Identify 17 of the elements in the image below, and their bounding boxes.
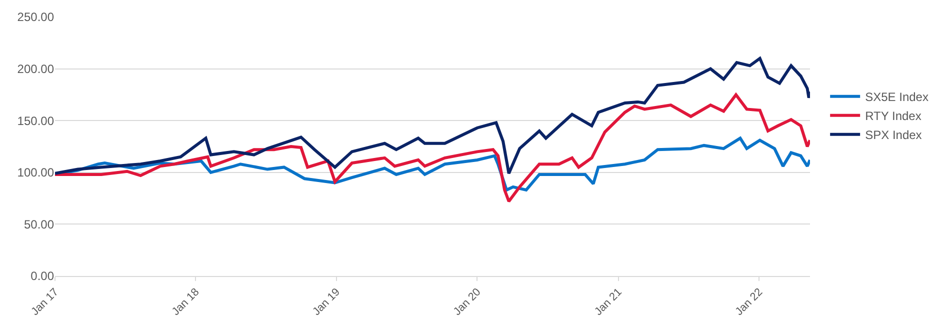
x-tick-label: Jan 20 <box>451 286 484 318</box>
legend-label: SPX Index <box>865 128 922 142</box>
x-tick-label: Jan 21 <box>592 286 624 318</box>
line-series <box>55 93 810 203</box>
x-tick-label: Jan 17 <box>29 286 62 318</box>
y-tick-label: 100.00 <box>17 166 54 180</box>
y-tick-label: 50.00 <box>24 217 54 232</box>
y-tick-label: 200.00 <box>17 62 54 76</box>
y-tick-label: 150.00 <box>17 114 54 128</box>
y-tick-label: 250.00 <box>17 10 54 24</box>
y-tick-label: 0.00 <box>30 269 54 284</box>
x-tick-label: Jan 18 <box>170 286 202 318</box>
legend-label: SX5E Index <box>865 90 928 104</box>
line-series <box>55 56 810 175</box>
legend-label: RTY Index <box>865 109 922 124</box>
x-tick-label: Jan 19 <box>310 286 342 318</box>
x-tick-label: Jan 22 <box>733 286 766 318</box>
